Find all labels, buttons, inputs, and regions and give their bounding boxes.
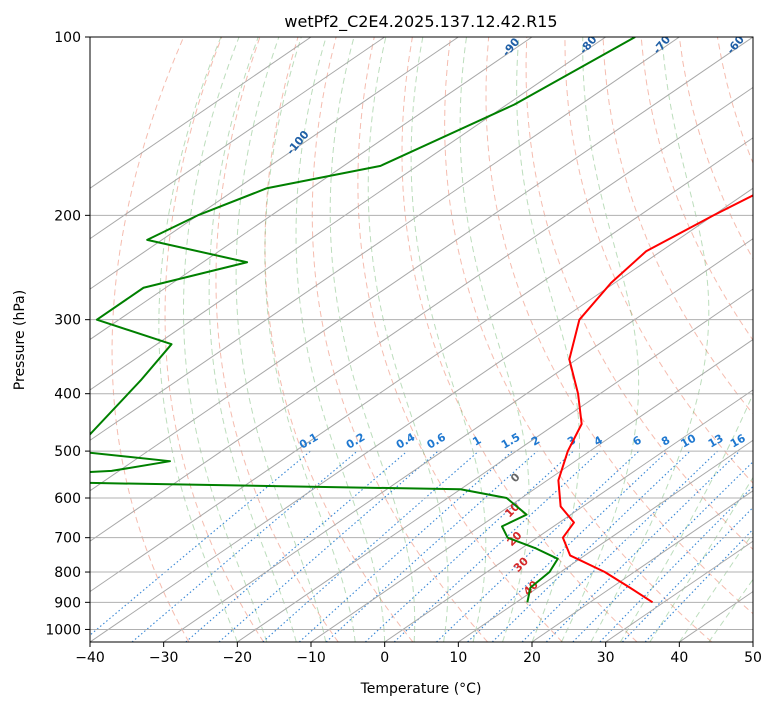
mixing-ratio-line bbox=[521, 450, 718, 642]
mixing-ratio-line bbox=[393, 450, 601, 642]
moist-adiabat-line bbox=[708, 578, 753, 642]
dry-adiabat-line bbox=[602, 37, 753, 415]
dry-adiabat-line bbox=[164, 37, 264, 642]
mixing-ratio-line bbox=[621, 506, 753, 642]
temperature-profile bbox=[557, 194, 753, 604]
isotherm-line bbox=[90, 37, 606, 391]
moist-adiabat-line bbox=[410, 37, 487, 642]
dry-adiabat-line bbox=[640, 37, 753, 341]
moist-adiabat-line bbox=[183, 37, 268, 642]
y-tick-label: 900 bbox=[54, 595, 81, 611]
y-tick-label: 700 bbox=[54, 531, 81, 547]
mixing-ratio-line bbox=[90, 450, 311, 636]
x-tick-label: 50 bbox=[744, 650, 762, 666]
x-tick-label: −40 bbox=[75, 650, 105, 666]
moist-adiabat-line bbox=[158, 37, 238, 642]
x-tick-label: 10 bbox=[449, 650, 467, 666]
x-axis: −40 −30 −20 −10 0 10 20 30 40 50 bbox=[75, 642, 762, 666]
x-tick-label: −20 bbox=[223, 650, 253, 666]
mixing-ratio-line bbox=[545, 450, 741, 642]
mixing-ratio-line bbox=[436, 450, 640, 642]
isotherm-line bbox=[90, 37, 680, 441]
isotherm-line bbox=[90, 37, 533, 341]
y-tick-label: 100 bbox=[54, 30, 81, 46]
moist-adiabat-line bbox=[590, 37, 710, 642]
isotherm-line bbox=[384, 389, 753, 642]
y-tick-label: 1000 bbox=[45, 622, 81, 638]
mixing-ratio-line bbox=[325, 450, 538, 642]
dry-adiabat-line bbox=[111, 37, 190, 642]
y-tick-label: 300 bbox=[54, 313, 81, 329]
series-layer bbox=[90, 37, 753, 604]
moist-adiabat-line bbox=[367, 37, 449, 642]
mixing-ratio-line bbox=[218, 450, 439, 642]
moist-adiabat-line bbox=[208, 37, 297, 642]
x-tick-label: 20 bbox=[523, 650, 541, 666]
y-tick-label: 600 bbox=[54, 491, 81, 507]
mixing-ratio-line bbox=[491, 450, 691, 642]
mixing-ratio-line bbox=[644, 528, 753, 642]
mixing-ratio-line bbox=[298, 450, 513, 642]
moist-adiabat-line bbox=[649, 476, 753, 642]
x-tick-label: −10 bbox=[296, 650, 326, 666]
chart-title: wetPf2_C2E4.2025.137.12.42.R15 bbox=[284, 12, 557, 32]
y-axis-label: Pressure (hPa) bbox=[12, 290, 28, 390]
isotherm-line bbox=[310, 338, 753, 642]
isotherm-line bbox=[90, 37, 312, 189]
x-tick-label: 40 bbox=[670, 650, 688, 666]
isotherm-line bbox=[458, 439, 753, 642]
isotherm-line bbox=[237, 288, 753, 642]
isotherm-line bbox=[90, 37, 385, 240]
y-axis: 100 200 300 400 500 600 700 800 900 1000 bbox=[45, 30, 90, 638]
moist-adiabat-line bbox=[516, 37, 580, 642]
y-tick-label: 400 bbox=[54, 387, 81, 403]
x-tick-label: 0 bbox=[380, 650, 389, 666]
y-tick-label: 500 bbox=[54, 444, 81, 460]
isotherm-line bbox=[90, 187, 753, 642]
moist-adiabat-line bbox=[678, 532, 753, 642]
x-tick-label: −30 bbox=[149, 650, 179, 666]
isotherm-line bbox=[90, 37, 753, 492]
isotherm-line bbox=[90, 37, 459, 290]
isotherm-line bbox=[531, 490, 753, 642]
moist-adiabat-line bbox=[459, 37, 530, 642]
x-tick-label: 30 bbox=[597, 650, 615, 666]
mixing-ratio-line bbox=[599, 485, 753, 642]
dry-adiabat-line bbox=[401, 37, 638, 642]
mixing-ratio-line bbox=[467, 450, 668, 642]
y-tick-label: 800 bbox=[54, 565, 81, 581]
dry-adiabat-line bbox=[215, 37, 339, 642]
mixing-ratio-line bbox=[572, 460, 753, 642]
moist-adiabat-line bbox=[561, 37, 640, 642]
isotherm-line bbox=[163, 238, 753, 642]
dewpoint-profile bbox=[90, 37, 636, 603]
moist-adiabat-line bbox=[329, 37, 416, 642]
moist-adiabat-line bbox=[295, 37, 386, 642]
x-axis-label: Temperature (°C) bbox=[360, 681, 482, 697]
y-tick-label: 200 bbox=[54, 208, 81, 224]
dry-adiabat-line bbox=[525, 37, 753, 551]
dry-adiabat-line bbox=[311, 37, 489, 642]
dry-adiabat-line bbox=[485, 37, 753, 615]
plot-frame bbox=[89, 36, 754, 643]
